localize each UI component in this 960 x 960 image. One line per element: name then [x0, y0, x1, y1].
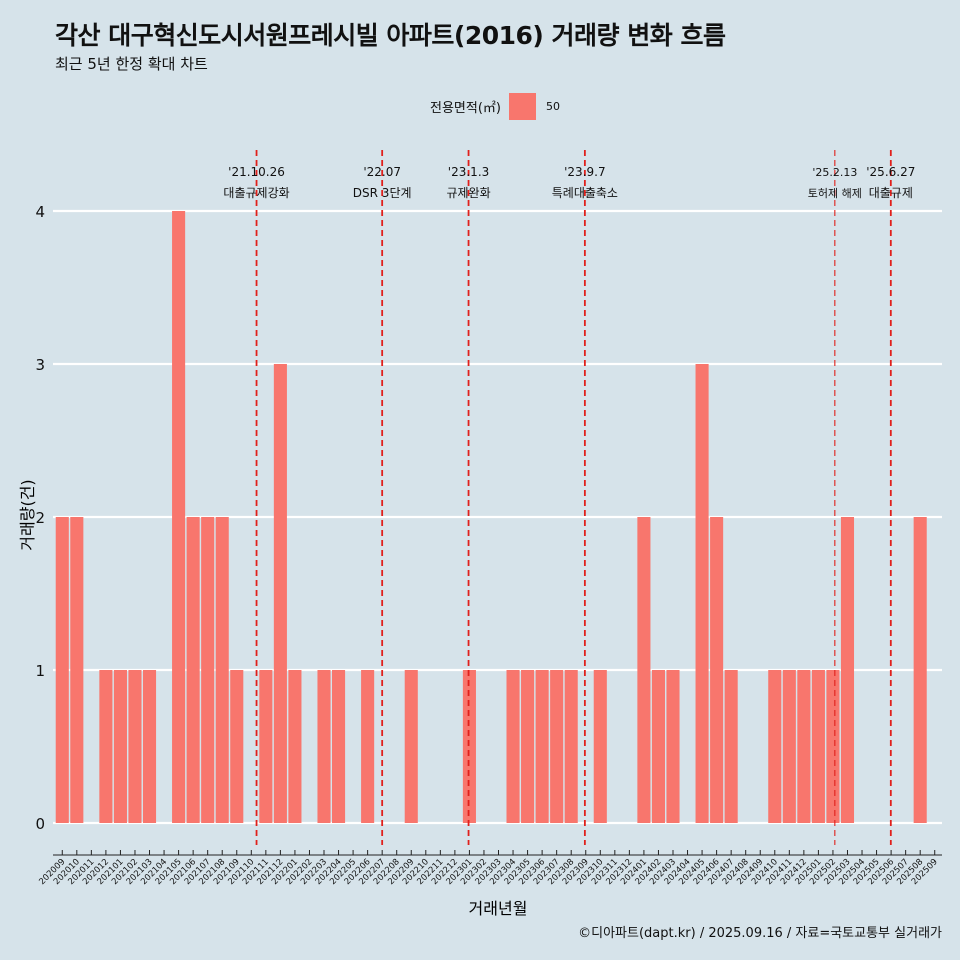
y-tick-label: 1 — [35, 662, 45, 680]
source-caption: ©디아파트(dapt.kr) / 2025.09.16 / 자료=국토교통부 실… — [578, 926, 942, 941]
bar — [259, 670, 273, 823]
bar — [913, 517, 927, 823]
bar — [695, 364, 709, 823]
bar — [768, 670, 782, 823]
bar — [782, 670, 796, 823]
bar — [317, 670, 331, 823]
bar — [550, 670, 564, 823]
bar — [55, 517, 69, 823]
bar — [70, 517, 84, 823]
bar — [288, 670, 302, 823]
bar — [506, 670, 520, 823]
bar — [186, 517, 200, 823]
event-label: DSR 3단계 — [353, 186, 412, 200]
bar — [666, 670, 680, 823]
bar — [811, 670, 825, 823]
bar — [724, 670, 738, 823]
bar — [797, 670, 811, 823]
event-label: 토허제 해제 — [808, 186, 862, 200]
event-date-label: '23.9.7 — [564, 165, 605, 179]
bar — [840, 517, 855, 823]
event-date-label: '22.07 — [363, 165, 401, 179]
event-date-label: '23.1.3 — [448, 165, 489, 179]
bar — [404, 670, 418, 823]
bar — [113, 670, 127, 823]
bar — [361, 670, 375, 823]
legend-title: 전용면적(㎡) — [430, 101, 501, 116]
event-date-label: '21.10.26 — [228, 165, 285, 179]
y-tick-label: 4 — [35, 203, 45, 221]
bar — [273, 364, 287, 823]
event-lines: '21.10.26 대출규제강화 '22.07 DSR 3단계 '23.1.3 규제완화 '… — [223, 150, 915, 845]
bar — [215, 517, 229, 823]
bar — [637, 517, 651, 823]
bar — [172, 211, 186, 823]
y-tick-label: 0 — [35, 815, 45, 833]
y-tick-label: 2 — [35, 509, 45, 527]
bar — [564, 670, 578, 823]
y-tick-label: 3 — [35, 356, 45, 374]
chart-subtitle: 최근 5년 한정 확대 차트 — [55, 55, 208, 73]
bar — [710, 517, 724, 823]
event-date-label: '25.6.27 — [866, 165, 915, 179]
bar — [826, 670, 840, 823]
bars — [55, 211, 927, 823]
bar — [99, 670, 113, 823]
bar — [462, 670, 476, 823]
axes: 0123420200920201020201120201220210120210… — [35, 203, 942, 887]
bar — [332, 670, 346, 823]
legend-swatch — [508, 93, 536, 120]
legend-item-label: 50 — [545, 100, 560, 113]
bar — [142, 670, 157, 823]
bar — [230, 670, 244, 823]
y-axis-label: 거래량(건) — [18, 479, 37, 550]
event-label: 대출규제강화 — [223, 186, 289, 200]
event-date-label: '25.2.13 — [812, 166, 857, 179]
event-label: 규제완화 — [446, 186, 490, 200]
chart-title: 각산 대구혁신도시서원프레시빌 아파트(2016) 거래량 변화 흐름 — [55, 21, 726, 50]
legend: 전용면적(㎡) 50 — [430, 93, 560, 120]
bar — [521, 670, 535, 823]
bar — [651, 670, 665, 823]
bar — [201, 517, 215, 823]
bar — [535, 670, 549, 823]
bar — [593, 670, 607, 823]
bar — [128, 670, 142, 823]
event-label: 대출규제 — [869, 186, 913, 200]
x-axis-label: 거래년월 — [469, 899, 528, 918]
event-label: 특례대출축소 — [552, 186, 618, 200]
